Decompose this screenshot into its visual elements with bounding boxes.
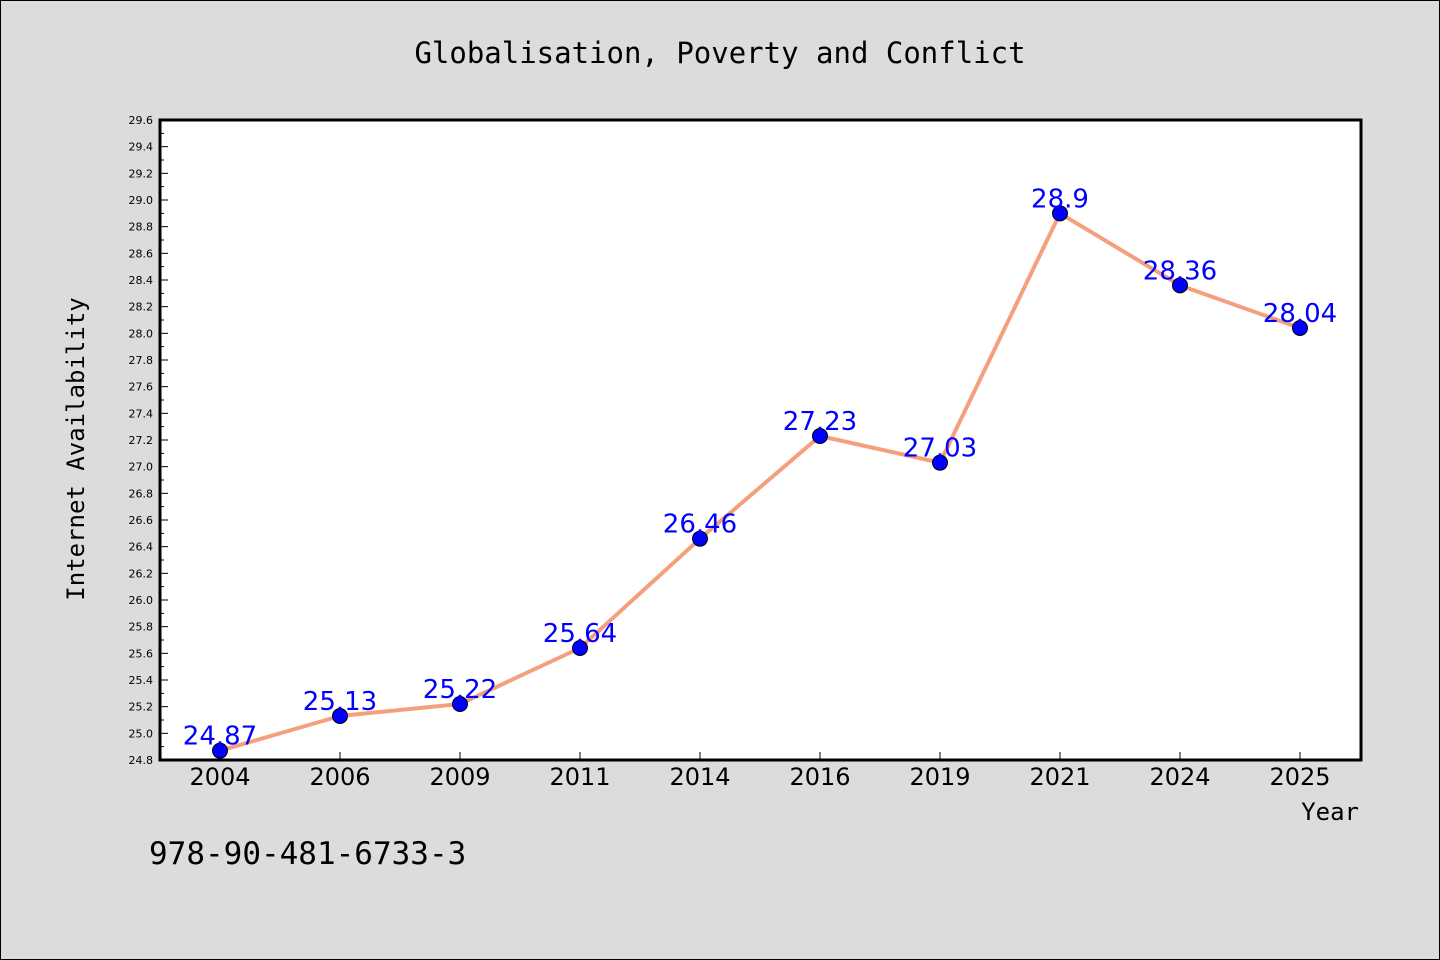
x-tick-label: 2025 (1269, 763, 1330, 791)
data-label: 24.87 (183, 722, 257, 752)
data-point (1172, 277, 1188, 294)
y-tick-label: 25.6 (129, 647, 154, 660)
data-label: 28.9 (1031, 184, 1089, 214)
y-tick-label: 29.6 (129, 114, 154, 127)
y-tick-label: 27.6 (129, 381, 154, 394)
data-label: 28.04 (1263, 299, 1337, 329)
series-layer: 24.87 25.13 25.22 25.64 26.46 27.23 27.03 28.9 2… (183, 184, 1337, 759)
y-tick-label: 27.8 (129, 354, 154, 367)
y-tick-label: 25.0 (129, 727, 154, 740)
y-tick-label: 27.4 (129, 407, 154, 420)
y-tick-label: 26.0 (129, 594, 154, 607)
y-tick-label: 24.8 (129, 754, 154, 767)
data-point (452, 696, 468, 712)
y-axis-title: Internet Availability (62, 297, 90, 600)
x-tick-label: 2006 (309, 763, 370, 791)
x-tick-label: 2016 (789, 763, 850, 791)
plot-area (160, 120, 1361, 760)
y-tick-label: 29.0 (129, 194, 154, 207)
chart-title: Globalisation, Poverty and Conflict (414, 36, 1025, 70)
data-point (332, 708, 348, 724)
y-tick-label: 28.4 (129, 274, 154, 287)
data-label: 26.46 (663, 510, 737, 540)
x-tick-label: 2014 (669, 763, 730, 791)
y-tick-label: 29.4 (129, 141, 154, 154)
y-tick-label: 26.8 (129, 487, 154, 500)
data-point (812, 428, 828, 444)
data-label: 27.23 (783, 407, 857, 437)
x-tick-label: 2004 (189, 763, 250, 791)
y-axis: 24.8 25.0 25.2 25.4 25.6 25.8 26.0 26.2 26.4 26.6… (129, 114, 168, 767)
y-tick-label: 28.2 (129, 301, 154, 314)
isbn-text: 978-90-481-6733-3 (149, 836, 466, 872)
y-tick-label: 28.0 (129, 327, 154, 340)
y-tick-label: 29.2 (129, 167, 154, 180)
x-tick-label: 2021 (1029, 763, 1090, 791)
x-axis-title: Year (1301, 798, 1359, 826)
y-tick-label: 28.6 (129, 247, 154, 260)
y-tick-label: 25.8 (129, 621, 154, 634)
y-tick-label: 25.4 (129, 674, 154, 687)
data-point (1052, 205, 1068, 222)
series-line (219, 211, 1301, 753)
data-point (1292, 320, 1308, 336)
data-point (572, 640, 588, 656)
data-label: 25.64 (543, 619, 617, 649)
data-label: 28.36 (1143, 256, 1217, 286)
data-label: 25.13 (303, 687, 377, 717)
data-label: 27.03 (903, 434, 977, 464)
y-tick-label: 28.8 (129, 221, 154, 234)
data-label: 25.22 (423, 675, 497, 705)
x-tick-label: 2009 (429, 763, 490, 791)
y-tick-label: 26.6 (129, 514, 154, 527)
data-point (692, 530, 708, 547)
y-tick-label: 26.4 (129, 541, 154, 554)
x-axis: 2004 2006 2009 2011 2014 2016 2019 2021 2024 2025 (189, 752, 1331, 791)
y-tick-label: 27.2 (129, 434, 154, 447)
data-point (932, 454, 948, 471)
y-tick-label: 26.2 (129, 567, 154, 580)
x-tick-label: 2024 (1149, 763, 1210, 791)
data-point (212, 742, 228, 759)
y-tick-label: 27.0 (129, 461, 154, 474)
y-tick-label: 25.2 (129, 701, 154, 714)
x-tick-label: 2019 (909, 763, 970, 791)
x-tick-label: 2011 (549, 763, 610, 791)
plot-border (158, 118, 1363, 762)
